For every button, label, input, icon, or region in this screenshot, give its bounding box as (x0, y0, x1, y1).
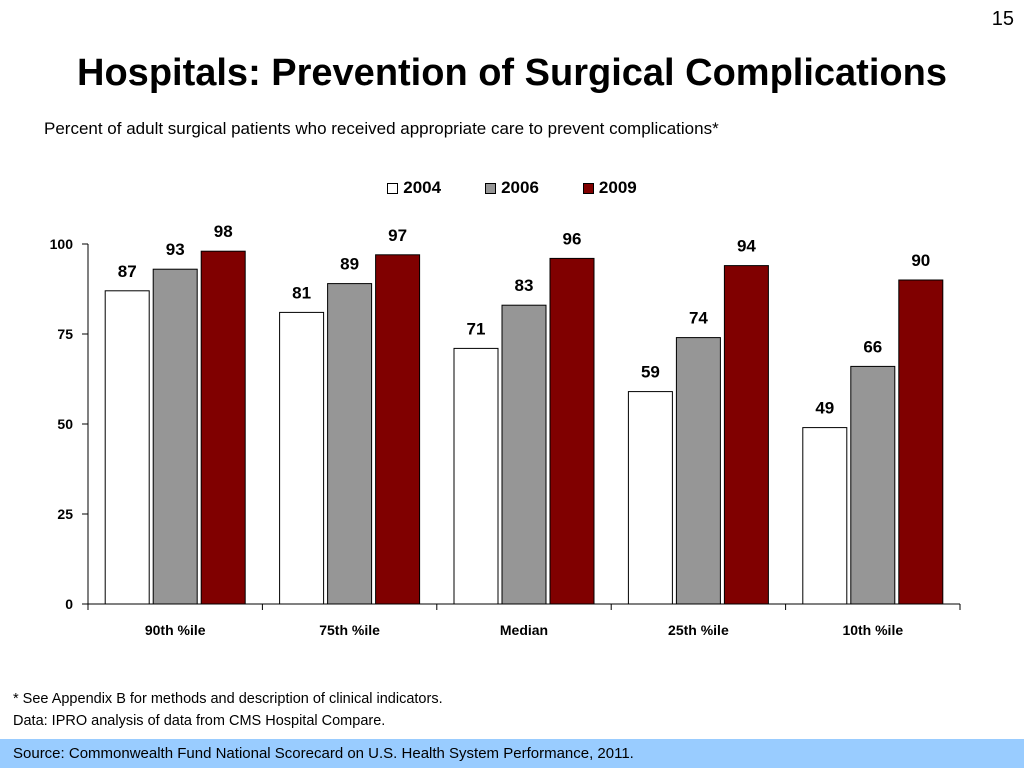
bar-chart: 0 25 50 75 100 87 93 98 90th %ile 81 89 97 75th %ile… (50, 222, 961, 638)
bar-2006 (152, 268, 198, 605)
chart-legend: 2004 2006 2009 (0, 178, 1024, 198)
y-tick-label: 50 (57, 416, 73, 432)
bar-2004 (802, 427, 848, 605)
data-label-2004: 59 (641, 363, 660, 382)
bar-2006 (501, 304, 547, 605)
x-category-label: 10th %ile (842, 622, 903, 638)
data-label-2004: 81 (292, 283, 311, 302)
data-label-2009: 97 (388, 226, 407, 245)
data-label-2009: 94 (737, 237, 756, 256)
legend-swatch-2006 (485, 182, 497, 194)
legend-label-2009: 2009 (598, 178, 637, 197)
y-tick-label: 0 (65, 596, 73, 612)
bar-2004 (104, 290, 150, 605)
data-label-2009: 96 (563, 229, 582, 248)
data-label-2006: 93 (166, 240, 185, 259)
data-label-2004: 71 (467, 319, 486, 338)
x-category-label: 90th %ile (145, 622, 206, 638)
x-category-label: 25th %ile (668, 622, 729, 638)
data-label-2004: 49 (815, 399, 834, 418)
legend-item-2009: 2009 (582, 178, 637, 198)
bar-2009 (549, 257, 595, 605)
data-label-2009: 90 (911, 251, 930, 270)
bar-2009 (898, 279, 944, 605)
chart-subtitle: Percent of adult surgical patients who r… (44, 119, 719, 138)
data-label-2009: 98 (214, 222, 233, 241)
x-category-label: 75th %ile (319, 622, 380, 638)
footnote-appendix: * See Appendix B for methods and descrip… (13, 691, 443, 707)
bar-2004 (453, 347, 499, 605)
bar-2009 (200, 250, 246, 605)
legend-label-2004: 2004 (403, 178, 442, 197)
bar-2009 (723, 265, 769, 605)
data-label-2006: 89 (340, 255, 359, 274)
y-tick-label: 100 (50, 236, 74, 252)
y-tick-label: 75 (57, 326, 73, 342)
legend-item-2006: 2006 (485, 178, 539, 198)
legend-swatch-2004 (387, 182, 399, 194)
bar-2006 (850, 365, 896, 605)
bar-2004 (627, 391, 673, 605)
data-label-2004: 87 (118, 262, 137, 281)
y-tick-label: 25 (57, 506, 73, 522)
x-category-label: Median (500, 622, 548, 638)
data-label-2006: 74 (689, 309, 708, 328)
data-label-2006: 66 (863, 337, 882, 356)
bar-2006 (675, 337, 721, 605)
data-label-2006: 83 (515, 276, 534, 295)
bar-2009 (375, 254, 421, 605)
bar-2006 (327, 283, 373, 605)
page-number: 15 (991, 8, 1014, 30)
source-bar: Source: Commonwealth Fund National Score… (0, 739, 1024, 768)
footnote-data: Data: IPRO analysis of data from CMS Hos… (13, 713, 386, 729)
bar-2004 (279, 311, 325, 605)
legend-swatch-2009 (582, 182, 594, 194)
page-title: Hospitals: Prevention of Surgical Compli… (77, 52, 947, 94)
legend-label-2006: 2006 (501, 178, 539, 197)
legend-item-2004: 2004 (387, 178, 441, 198)
